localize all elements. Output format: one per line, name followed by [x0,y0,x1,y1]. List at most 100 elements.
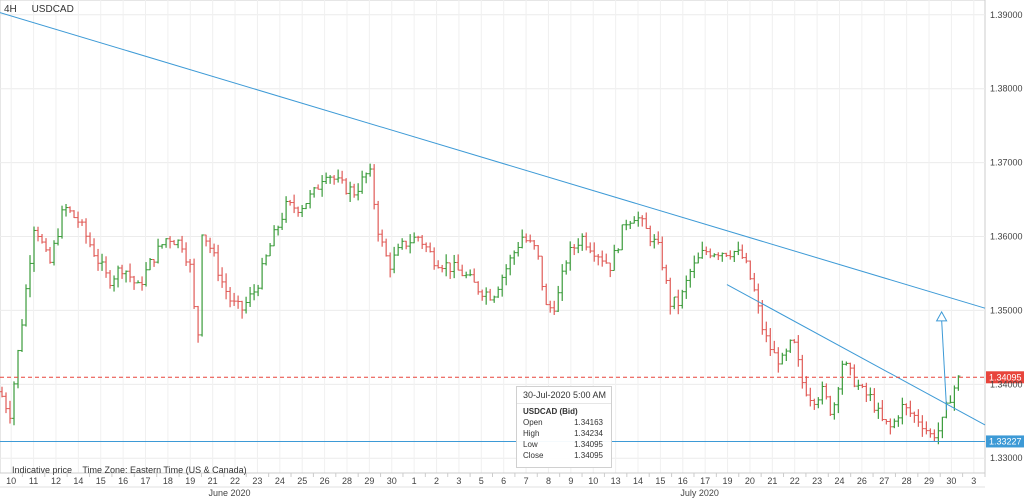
ohlc-bar [720,252,725,262]
ohlc-bar [416,235,421,242]
ohlc-bar [516,241,521,257]
ohlc-bar [428,242,433,253]
ohlc-bar [784,348,789,362]
x-tick-label: 30 [946,476,956,486]
ohlc-bar [476,281,481,295]
ohlc-bar [60,205,65,239]
ohlc-bar [924,421,929,435]
x-tick-label: 29 [924,476,934,486]
chart-header: 4H USDCAD [4,4,86,15]
ohlc-bar [456,254,461,271]
ohlc-bar [140,276,145,291]
ohlc-bar [756,283,761,314]
ohlc-bar [452,254,457,279]
timeframe-label[interactable]: 4H [4,4,17,15]
ohlc-bar [440,264,445,273]
ohlc-bar [500,274,505,297]
ohlc-bar [32,226,37,272]
x-tick-label: 16 [118,476,128,486]
current-price-badge [986,371,1024,384]
ohlc-bar [24,284,29,327]
ohlc-bar [656,231,661,245]
ohlc-bar [604,253,609,264]
ohlc-bar [928,428,933,438]
ohlc-bar [260,257,265,290]
ohlc-bar [740,244,745,259]
ohlc-bar [772,340,777,354]
x-tick-label: 15 [655,476,665,486]
ohlc-bar [168,236,173,249]
ohlc-bar [636,211,641,227]
ohlc-bar [536,245,541,260]
ohlc-bar [892,418,897,429]
ohlc-bar [388,252,393,278]
ohlc-bar [940,416,945,439]
ohlc-bar [868,387,873,402]
trendline-upper-resistance [0,12,986,309]
ohlc-bar [632,216,637,224]
ohlc-bar [540,255,545,291]
ohlc-bar [368,163,373,177]
ohlc-bar [556,285,561,312]
ohlc-bar [748,260,753,280]
ohlc-bar [512,250,517,265]
x-tick-label: 30 [387,476,397,486]
x-tick-label: 9 [568,476,573,486]
ohlc-bar [824,383,829,400]
ohlc-bar [932,429,937,442]
ohlc-bar [816,397,821,409]
ohlc-bar [228,287,233,308]
ohlc-bar [548,300,553,313]
y-tick-label: 1.33000 [990,453,1023,463]
ohlc-bar [780,352,785,365]
symbol-label[interactable]: USDCAD [31,4,74,15]
ohlc-bar [732,250,737,263]
ohlc-bar [672,296,677,310]
x-tick-label: 27 [879,476,889,486]
ohlc-bar [596,254,601,266]
ohlc-bars [0,163,961,445]
x-tick-label: 25 [297,476,307,486]
ohlc-bar [188,258,193,273]
ohlc-bar [292,194,297,214]
ohlc-bar [620,224,625,251]
x-tick-label: 10 [588,476,598,486]
ohlc-bar [736,241,741,256]
x-tick-label: 17 [700,476,710,486]
x-tick-label: 19 [723,476,733,486]
ohlc-bar [196,305,201,343]
ohlc-bar [136,280,141,284]
ohlc-bar [900,397,905,425]
ohlc-bar [4,392,9,414]
ohlc-bar [876,402,881,419]
ohlc-bar [264,254,269,266]
ohlc-bar [288,199,293,206]
ohlc-bar [524,233,529,243]
ohlc-bar [364,172,369,184]
x-tick-label: 8 [546,476,551,486]
ohlc-bar [40,233,45,244]
tooltip-row-close: Close 1.34095 [523,451,603,460]
ohlc-bar [308,189,313,209]
ohlc-bar [144,262,149,287]
ohlc-bar [788,339,793,353]
ohlc-bar [176,239,181,249]
ohlc-bar [856,379,861,390]
ohlc-tooltip: 30-Jul-2020 5:00 AM USDCAD (Bid) Open 1.3… [516,386,612,468]
ohlc-bar [696,252,701,264]
ohlc-bar [48,246,53,264]
x-tick-label: 16 [678,476,688,486]
ohlc-bar [332,175,337,185]
ohlc-bar [492,295,497,303]
ohlc-bar [356,183,361,201]
x-tick-label: 12 [51,476,61,486]
ohlc-bar [380,229,385,247]
ohlc-bar [664,264,669,284]
ohlc-bar [768,328,773,356]
ohlc-bar [704,246,709,256]
ohlc-bar [88,232,93,248]
ohlc-bar [668,277,673,315]
ohlc-bar [560,264,565,301]
ohlc-bar [352,183,357,198]
